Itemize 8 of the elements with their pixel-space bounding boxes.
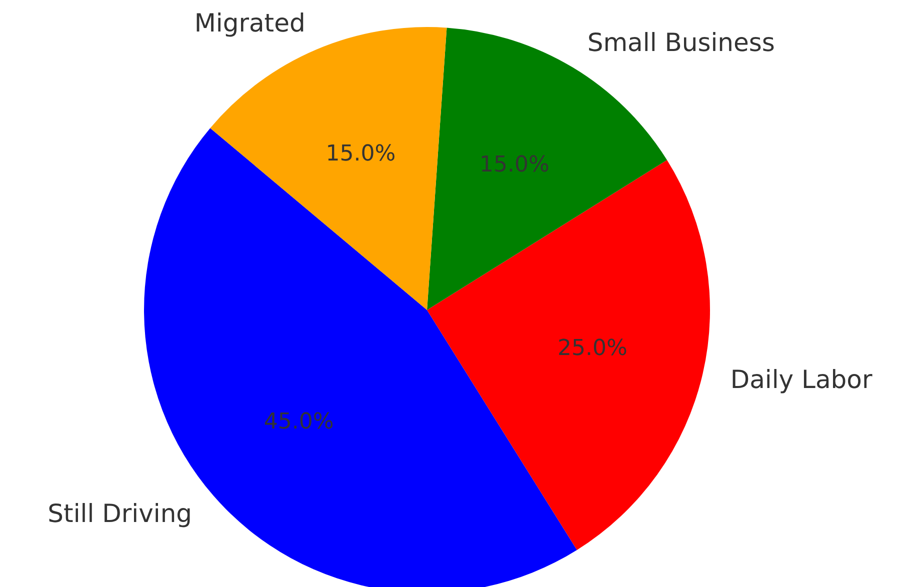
slice-label: Migrated [194, 8, 306, 38]
slice-label: Small Business [587, 28, 775, 58]
data-label: 25.0% [558, 336, 628, 362]
data-label: 15.0% [326, 142, 396, 167]
data-label: 45.0% [264, 409, 334, 434]
slice-label: Daily Labor [730, 365, 873, 394]
data-label: 15.0% [480, 152, 550, 178]
slice-label: Still Driving [48, 499, 192, 528]
